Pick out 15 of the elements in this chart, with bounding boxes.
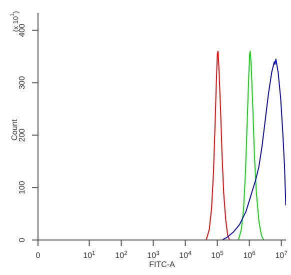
y-tick-label: 0 [18,237,26,242]
x-tick-label: 10$^{7}$ [275,250,288,260]
x-tick-label: 10$^{2}$ [115,250,128,260]
x-tick-label: 10$^{4}$ [179,250,192,260]
y-axis-title: Count [10,118,18,141]
x-tick-label: 10$^{3}$ [147,250,160,260]
y-tick-label: 300 [18,76,26,90]
x-tick-label: 10$^{6}$ [243,250,256,260]
y-tick-label: 200 [18,128,26,142]
x-axis-title: FITC-A [149,260,176,269]
x-tick-label: 10$^{5}$ [211,250,224,260]
y-tick-label: 100 [18,180,26,194]
x-tick-label: 0 [36,251,41,260]
x-tick-label: 10$^{1}$ [83,250,96,260]
y-tick-label: 400 [18,23,26,37]
